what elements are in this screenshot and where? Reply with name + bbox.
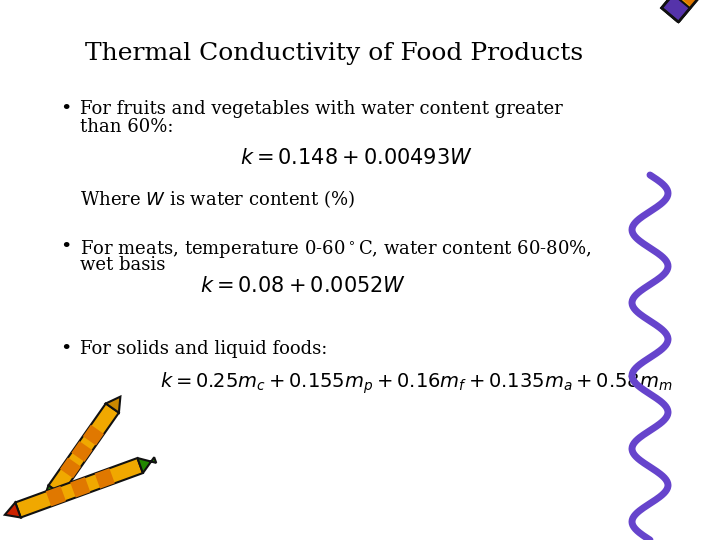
Text: •: • [60, 100, 71, 118]
Polygon shape [46, 486, 66, 507]
Text: Thermal Conductivity of Food Products: Thermal Conductivity of Food Products [85, 42, 583, 65]
Text: wet basis: wet basis [80, 256, 166, 274]
Polygon shape [83, 425, 104, 446]
Polygon shape [71, 477, 91, 497]
Text: For solids and liquid foods:: For solids and liquid foods: [80, 340, 328, 358]
Text: •: • [60, 340, 71, 358]
Text: $k = 0.148 + 0.00493W$: $k = 0.148 + 0.00493W$ [240, 148, 473, 168]
Text: For fruits and vegetables with water content greater: For fruits and vegetables with water con… [80, 100, 563, 118]
Polygon shape [60, 457, 81, 478]
Polygon shape [138, 457, 156, 473]
Polygon shape [15, 458, 143, 517]
Text: •: • [60, 238, 71, 256]
Polygon shape [5, 503, 21, 517]
Polygon shape [94, 468, 114, 489]
Polygon shape [71, 441, 93, 462]
Text: $k = 0.08 + 0.0052W$: $k = 0.08 + 0.0052W$ [200, 276, 406, 296]
Polygon shape [662, 0, 690, 22]
Polygon shape [48, 403, 119, 495]
Text: Where $W$ is water content (%): Where $W$ is water content (%) [80, 188, 355, 210]
Polygon shape [44, 485, 61, 504]
Text: $k = 0.25m_c + 0.155m_p + 0.16m_f + 0.135m_a + 0.58m_m$: $k = 0.25m_c + 0.155m_p + 0.16m_f + 0.13… [160, 370, 672, 395]
Polygon shape [675, 0, 711, 6]
Polygon shape [106, 396, 120, 413]
Text: than 60%:: than 60%: [80, 118, 174, 136]
Polygon shape [662, 0, 720, 22]
Text: For meats, temperature 0-60$^\circ$C, water content 60-80%,: For meats, temperature 0-60$^\circ$C, wa… [80, 238, 592, 260]
